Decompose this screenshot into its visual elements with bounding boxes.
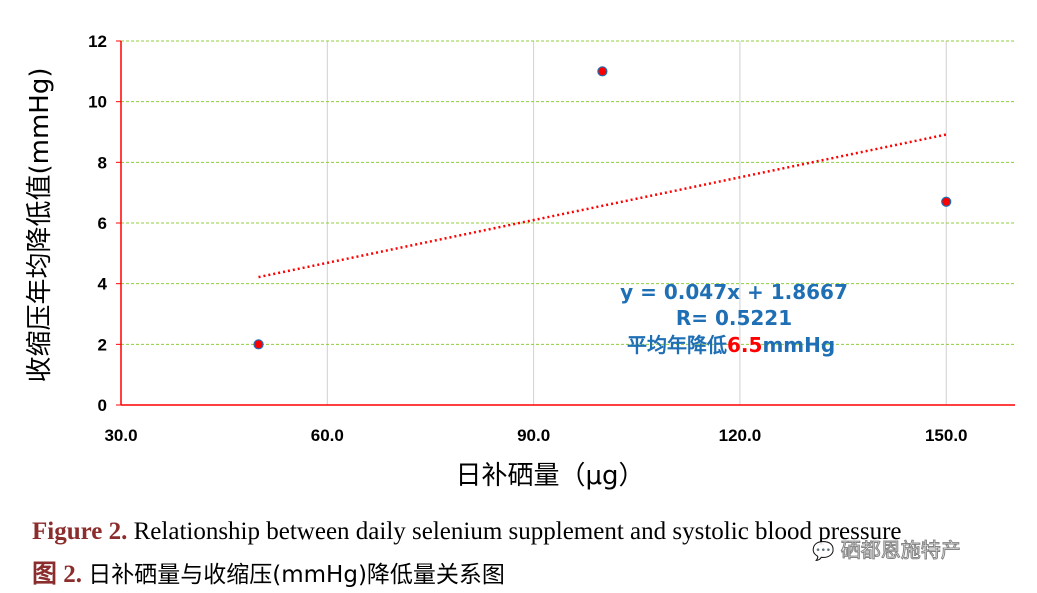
caption-en-label: Figure 2. [32, 518, 128, 545]
equation-annotation: y = 0.047x + 1.8667 [620, 280, 848, 304]
points-layer [253, 66, 952, 350]
caption-zh-text: 日补硒量与收缩压(mmHg)降低量关系图 [88, 562, 505, 588]
r-value-annotation: R= 0.5221 [676, 306, 792, 330]
x-tick-label: 60.0 [311, 426, 344, 445]
note-suffix: mmHg [762, 333, 835, 357]
data-point [941, 196, 952, 207]
caption-en-text: Relationship between daily selenium supp… [133, 518, 902, 545]
wechat-icon: 💬 [811, 541, 835, 563]
data-point [597, 66, 608, 77]
watermark: 💬 硒都恩施特产 [811, 534, 961, 563]
y-tick-label: 10 [88, 93, 107, 112]
y-axis-label: 收缩压年均降低值(mmHg) [25, 68, 55, 383]
y-tick-label: 12 [88, 32, 107, 51]
watermark-text: 硒都恩施特产 [840, 538, 961, 563]
reduction-annotation: 平均年降低6.5mmHg [627, 333, 835, 357]
y-tick-label: 0 [98, 396, 107, 415]
x-tick-label: 150.0 [925, 426, 968, 445]
note-value: 6.5 [727, 333, 762, 357]
y-tick-label: 8 [98, 153, 107, 172]
caption-zh-label: 图 2. [32, 561, 83, 588]
y-tick-label: 2 [98, 335, 107, 354]
note-prefix: 平均年降低 [627, 333, 727, 357]
trendline [258, 133, 947, 279]
y-tick-label: 4 [98, 275, 108, 294]
x-axis-label: 日补硒量（μg） [455, 461, 644, 491]
axes [116, 40, 1015, 406]
x-tick-label: 90.0 [517, 426, 550, 445]
x-tick-label: 30.0 [104, 426, 137, 445]
x-tick-label: 120.0 [719, 426, 762, 445]
caption-en: Figure 2. Relationship between daily sel… [32, 518, 902, 546]
y-tick-label: 6 [98, 214, 107, 233]
trendline-layer [258, 133, 947, 279]
data-point [253, 339, 264, 350]
tick-labels: 30.0 60.0 90.0 120.0 150.0 0 2 4 6 8 10 12 [88, 32, 967, 445]
caption-zh: 图 2. 日补硒量与收缩压(mmHg)降低量关系图 [32, 554, 505, 590]
grid [121, 40, 1015, 405]
